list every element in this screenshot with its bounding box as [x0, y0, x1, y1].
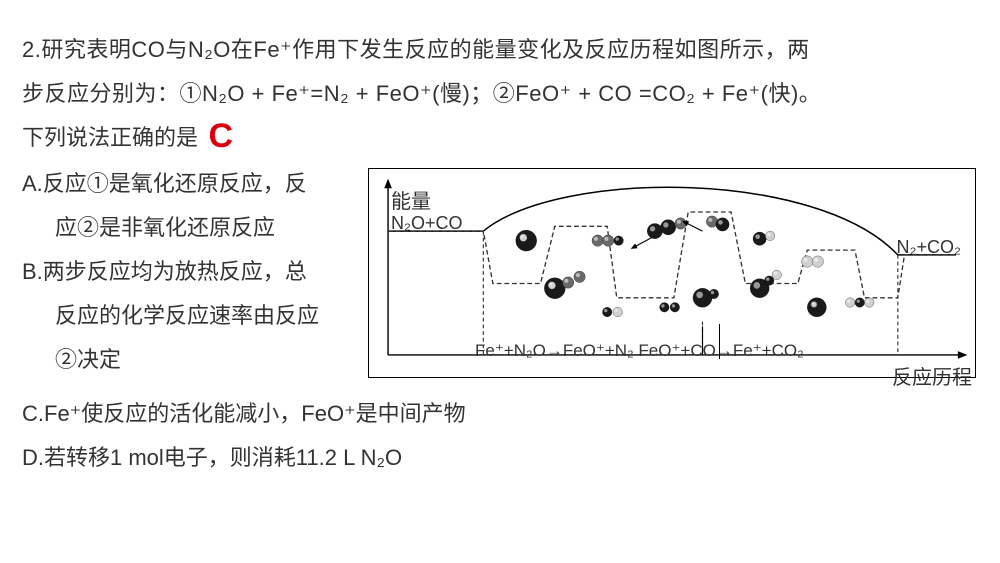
option-d: D.若转移1 mol电子，则消耗11.2 L N₂O: [22, 436, 978, 480]
figure-border: 能量 N₂O+CO N₂+CO₂ Fe⁺+N₂O→FeO⁺+N₂ FeO⁺+CO…: [368, 168, 976, 378]
options-left-column: A.反应①是氧化还原反应，反 应②是非氧化还原反应 B.两步反应均为放热反应，总…: [22, 162, 352, 382]
option-a-line1: A.反应①是氧化还原反应，反: [22, 162, 352, 206]
option-b-line2: 反应的化学反应速率由反应: [22, 294, 352, 338]
reaction-steps-label: Fe⁺+N₂O→FeO⁺+N₂ FeO⁺+CO→Fe⁺+CO₂: [475, 341, 804, 361]
option-c: C.Fe⁺使反应的活化能减小，FeO⁺是中间产物: [22, 392, 978, 436]
reactants-label: N₂O+CO: [391, 213, 463, 234]
answer-mark: C: [208, 117, 233, 155]
option-b-line1: B.两步反应均为放热反应，总: [22, 250, 352, 294]
question-statement: 下列说法正确的是: [22, 125, 198, 150]
y-axis-label: 能量: [391, 185, 431, 214]
question-intro-line1: 2.研究表明CO与N₂O在Fe⁺作用下发生反应的能量变化及反应历程如图所示，两: [22, 28, 978, 72]
products-label: N₂+CO₂: [897, 237, 962, 258]
option-b-line3: ②决定: [22, 338, 352, 382]
question-intro-line2: 步反应分别为：①N₂O + Fe⁺=N₂ + FeO⁺(慢)；②FeO⁺ + C…: [22, 72, 978, 116]
x-axis-label: 反应历程: [892, 361, 972, 390]
energy-diagram-figure: 能量 N₂O+CO N₂+CO₂ Fe⁺+N₂O→FeO⁺+N₂ FeO⁺+CO…: [360, 162, 978, 390]
option-a-line2: 应②是非氧化还原反应: [22, 206, 352, 250]
